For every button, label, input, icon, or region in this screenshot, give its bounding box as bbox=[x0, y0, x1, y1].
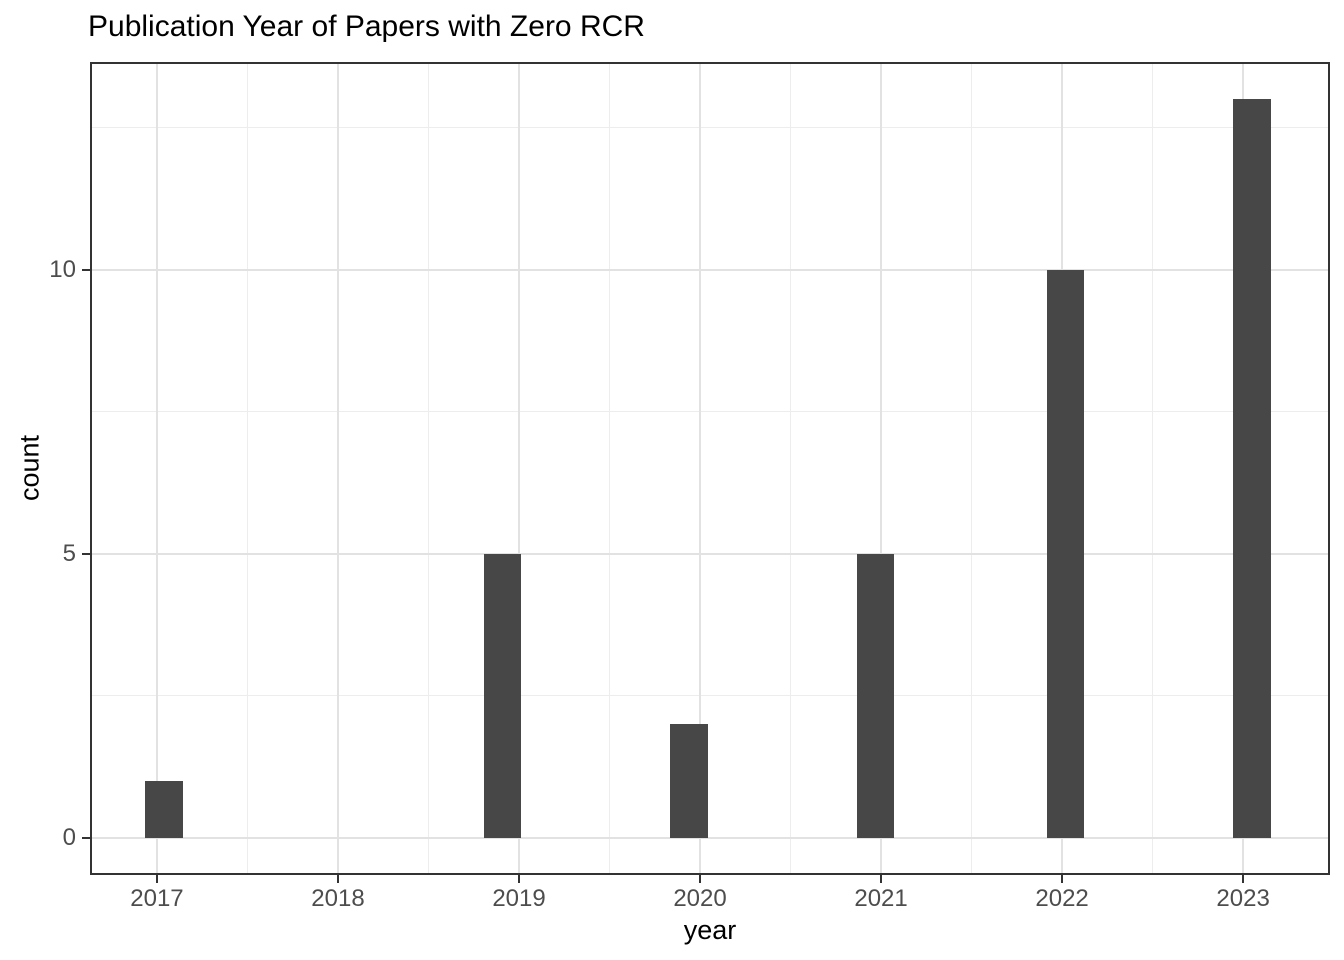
y-axis-title: count bbox=[14, 434, 45, 502]
x-minor-gridline bbox=[1152, 62, 1154, 875]
y-tick-mark bbox=[82, 268, 90, 271]
x-tick-label: 2021 bbox=[854, 885, 908, 912]
x-tick-mark bbox=[1061, 875, 1064, 883]
bar-2021 bbox=[856, 553, 895, 839]
y-tick-label: 0 bbox=[62, 824, 76, 852]
chart-title: Publication Year of Papers with Zero RCR bbox=[88, 10, 645, 43]
bar-2017 bbox=[145, 781, 183, 839]
y-major-gridline bbox=[90, 552, 1330, 555]
x-minor-gridline bbox=[790, 62, 792, 875]
panel-border bbox=[90, 62, 1330, 875]
x-minor-gridline bbox=[246, 62, 248, 875]
x-axis-title: year bbox=[683, 915, 737, 945]
x-tick-label: 2023 bbox=[1216, 885, 1270, 912]
x-minor-gridline bbox=[609, 62, 611, 875]
bar-2022 bbox=[1046, 269, 1085, 839]
plot-panel bbox=[90, 62, 1330, 875]
x-major-gridline bbox=[880, 62, 883, 875]
bar-2023 bbox=[1233, 98, 1271, 839]
x-tick-label: 2022 bbox=[1035, 885, 1089, 912]
x-tick-label: 2020 bbox=[673, 885, 727, 912]
y-minor-gridline bbox=[90, 126, 1330, 128]
x-tick-mark bbox=[880, 875, 883, 883]
y-minor-gridline bbox=[90, 695, 1330, 697]
x-major-gridline bbox=[699, 62, 702, 875]
y-tick-label: 5 bbox=[62, 539, 76, 567]
x-major-gridline bbox=[155, 62, 158, 875]
x-tick-label: 2017 bbox=[130, 885, 184, 912]
x-minor-gridline bbox=[428, 62, 429, 875]
y-tick-label: 10 bbox=[49, 255, 76, 283]
x-major-gridline bbox=[337, 62, 339, 875]
x-tick-mark bbox=[337, 875, 339, 883]
x-tick-mark bbox=[1242, 875, 1245, 883]
bar-2020 bbox=[670, 724, 708, 839]
y-major-gridline bbox=[90, 837, 1330, 840]
y-minor-gridline bbox=[90, 411, 1330, 413]
x-tick-mark bbox=[518, 875, 521, 883]
y-major-gridline bbox=[90, 268, 1330, 271]
x-tick-mark bbox=[155, 875, 158, 883]
x-minor-gridline bbox=[971, 62, 973, 875]
y-tick-mark bbox=[82, 837, 90, 840]
x-major-gridline bbox=[518, 62, 521, 875]
bar-2019 bbox=[483, 553, 522, 839]
x-tick-label: 2018 bbox=[311, 885, 365, 912]
x-tick-label: 2019 bbox=[492, 885, 546, 912]
y-tick-mark bbox=[82, 552, 90, 555]
x-tick-mark bbox=[699, 875, 702, 883]
